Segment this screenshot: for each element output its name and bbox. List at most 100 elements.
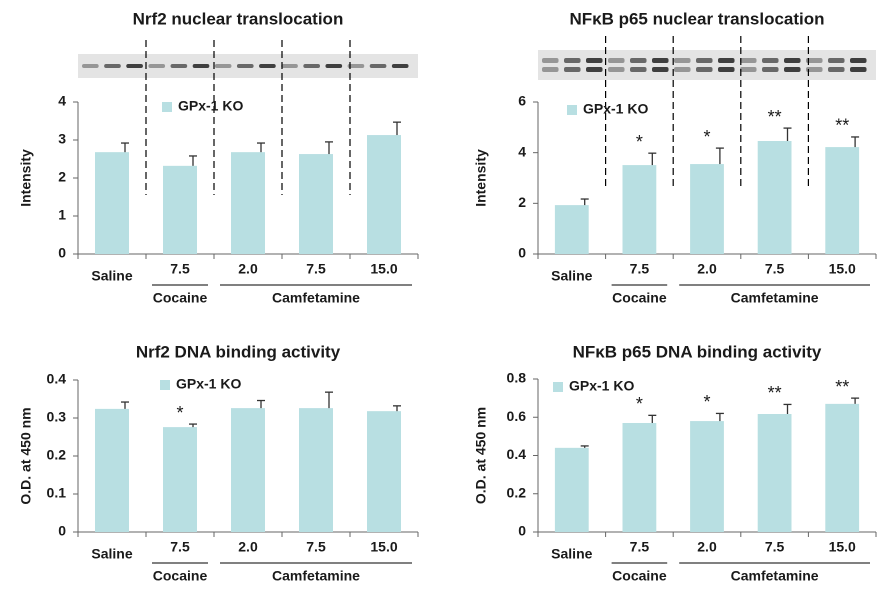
y-tick-label: 0.2 [47, 447, 67, 463]
blot-band [104, 64, 121, 68]
chart-title: NFκB p65 nuclear translocation [569, 9, 824, 28]
group-label: Camfetamine [272, 290, 360, 306]
chart-title: NFκB p65 DNA binding activity [573, 342, 822, 361]
blot-band [608, 67, 625, 72]
blot-band [82, 64, 99, 68]
x-tick-label: 15.0 [370, 539, 397, 555]
blot-band [236, 64, 254, 68]
y-tick-label: 0.3 [47, 409, 67, 425]
y-tick-label: 4 [58, 93, 66, 109]
x-tick-label: 2.0 [238, 261, 258, 277]
bar [690, 421, 724, 532]
y-tick-label: 0.6 [507, 408, 527, 424]
group-label: Cocaine [153, 290, 208, 306]
legend-swatch [567, 105, 577, 115]
blot-band [369, 64, 387, 68]
blot-band [608, 58, 625, 63]
blot-band [586, 58, 603, 63]
y-axis-label: Intensity [473, 149, 489, 207]
group-label: Camfetamine [272, 568, 360, 584]
blot-band [718, 67, 735, 72]
group-label: Cocaine [153, 568, 208, 584]
blot-band [303, 64, 320, 68]
bar [163, 427, 197, 532]
y-axis-label: O.D. at 450 nm [473, 407, 489, 504]
legend-label: GPx-1 KO [178, 98, 243, 114]
y-tick-label: 0.4 [47, 371, 67, 387]
legend-swatch [553, 382, 563, 392]
x-tick-label: 7.5 [630, 539, 650, 555]
y-tick-label: 0 [518, 245, 526, 261]
blot-band [784, 67, 801, 72]
x-tick-label: 2.0 [697, 539, 717, 555]
x-tick-label: 7.5 [306, 539, 326, 555]
blot-band [652, 58, 669, 63]
y-tick-label: 0 [58, 245, 66, 261]
legend-label: GPx-1 KO [583, 101, 648, 117]
blot-band [806, 67, 823, 72]
bar [825, 147, 860, 254]
x-tick-label: 7.5 [765, 261, 785, 277]
x-tick-label: 15.0 [829, 261, 856, 277]
blot-band [630, 67, 647, 72]
x-tick-label: Saline [551, 268, 592, 284]
y-tick-label: 0.4 [507, 446, 527, 462]
blot-band [325, 64, 343, 68]
y-tick-label: 0.8 [507, 370, 527, 386]
x-tick-label: 15.0 [829, 539, 856, 555]
blot-band [170, 64, 188, 68]
y-tick-label: 1 [58, 207, 66, 223]
blot-band [542, 58, 559, 63]
blot-band [740, 58, 757, 63]
blot-band [718, 58, 735, 63]
blot-band [586, 67, 603, 72]
y-axis-label: O.D. at 450 nm [18, 407, 34, 504]
x-tick-label: 7.5 [170, 539, 190, 555]
legend-swatch [160, 380, 170, 390]
significance: * [176, 403, 183, 423]
legend-swatch [162, 102, 172, 112]
blot-band [214, 64, 232, 68]
blot-band [784, 58, 801, 63]
significance: * [703, 392, 710, 412]
blot-band [828, 67, 845, 72]
y-axis-label: Intensity [18, 149, 34, 207]
blot-band [762, 58, 779, 63]
bar [231, 152, 265, 254]
x-tick-label: 15.0 [370, 261, 397, 277]
blot-band [674, 58, 691, 63]
x-tick-label: 7.5 [765, 539, 785, 555]
x-tick-label: 2.0 [697, 261, 717, 277]
significance: * [636, 132, 643, 152]
bar [622, 422, 657, 532]
chart-title: Nrf2 DNA binding activity [136, 342, 341, 361]
blot-band [850, 58, 867, 63]
y-tick-label: 4 [518, 143, 526, 159]
group-label: Cocaine [612, 290, 667, 306]
x-tick-label: Saline [91, 546, 132, 562]
blot-band [542, 67, 559, 72]
y-tick-label: 6 [518, 93, 526, 109]
x-tick-label: 2.0 [238, 539, 258, 555]
y-tick-label: 0 [518, 523, 526, 539]
blot-band [564, 67, 581, 72]
blot-band [391, 64, 409, 68]
blot-band [564, 58, 581, 63]
bar [690, 164, 724, 254]
bar [757, 141, 792, 254]
blot-band [281, 64, 298, 68]
blot-band [259, 64, 276, 68]
blot-band [652, 67, 669, 72]
blot-band [192, 64, 210, 68]
significance: ** [835, 377, 849, 397]
group-label: Cocaine [612, 568, 667, 584]
significance: ** [768, 107, 782, 127]
significance: ** [835, 116, 849, 136]
bar [231, 408, 265, 532]
bar [163, 165, 197, 254]
blot-band [696, 58, 713, 63]
y-tick-label: 0.2 [507, 484, 527, 500]
bar [299, 408, 333, 532]
bar [95, 152, 129, 254]
